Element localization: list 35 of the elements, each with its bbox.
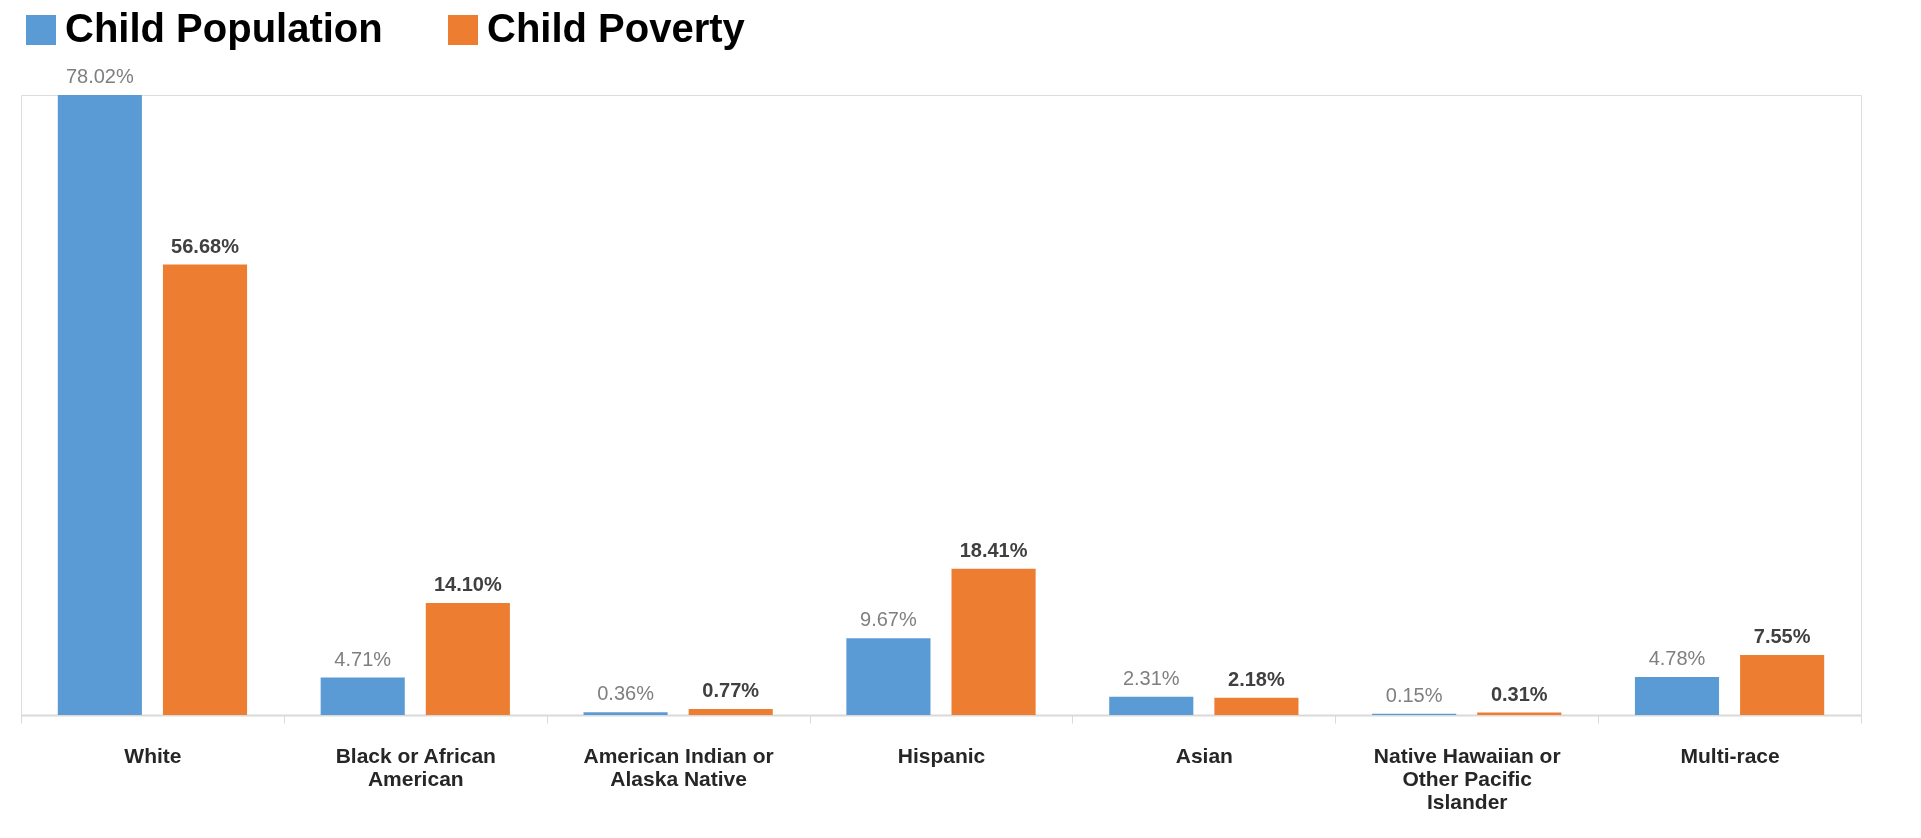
data-label: 4.78% <box>1648 647 1706 670</box>
bar <box>1109 696 1194 715</box>
data-label: 9.67% <box>860 608 917 631</box>
data-label: 4.71% <box>334 647 392 670</box>
data-label: 0.77% <box>702 678 760 701</box>
bar <box>951 568 1036 715</box>
data-label: 56.68% <box>171 234 240 257</box>
x-tick-label: White <box>124 743 182 767</box>
data-label: 14.10% <box>433 572 502 595</box>
bar <box>1634 677 1720 715</box>
x-tick-label: Multi-race <box>1680 743 1780 767</box>
bar <box>320 677 405 715</box>
data-label: 18.41% <box>959 538 1028 561</box>
bar <box>162 264 248 715</box>
bar <box>688 708 773 715</box>
legend-label: Child Poverty <box>487 6 746 50</box>
bar <box>846 638 931 715</box>
x-tick-label: Black or African American <box>335 743 496 790</box>
bar <box>1740 655 1825 715</box>
data-label: 0.36% <box>597 682 655 705</box>
x-tick-label: Asian <box>1175 743 1233 767</box>
x-tick-label: Hispanic <box>897 743 986 767</box>
data-label: 0.15% <box>1385 683 1443 706</box>
x-tick-label: Native Hawaiian or Other Pacific Islander <box>1373 743 1561 813</box>
data-label: 7.55% <box>1753 625 1811 647</box>
x-tick-label: American Indian or Alaska Native <box>583 743 774 790</box>
data-label: 2.18% <box>1228 667 1285 690</box>
data-label: 78.02% <box>65 65 134 87</box>
bar <box>57 95 142 715</box>
bar <box>425 602 510 715</box>
data-label: 2.31% <box>1122 666 1180 689</box>
bar <box>583 712 668 715</box>
data-label: 0.31% <box>1490 682 1548 705</box>
legend-label: Child Population <box>65 6 383 50</box>
bar <box>1214 697 1299 715</box>
